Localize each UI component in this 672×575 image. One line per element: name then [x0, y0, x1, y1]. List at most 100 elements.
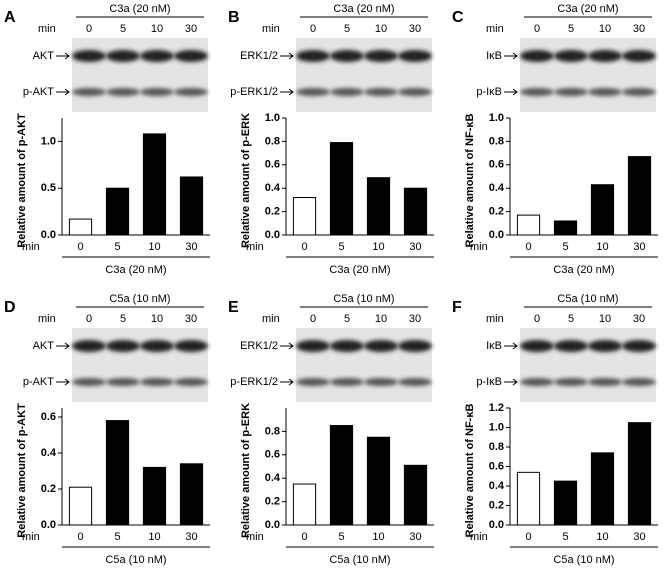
- y-tick-label: 0.0: [41, 229, 56, 241]
- y-tick-label: 0.4: [265, 472, 281, 484]
- blot: [72, 38, 208, 112]
- blot-band: [140, 340, 174, 352]
- x-treatment-label: C5a (10 nM): [329, 554, 390, 566]
- x-tick-label: 30: [409, 531, 421, 543]
- y-tick-label: 0.8: [489, 441, 504, 453]
- bar: [105, 187, 130, 236]
- blot-band: [520, 88, 554, 96]
- band-label: IκB: [486, 340, 502, 352]
- blot-lane-label: 0: [86, 23, 92, 35]
- blot-min-label: min: [262, 313, 280, 325]
- band-arrow: [56, 378, 70, 386]
- blot-band: [520, 378, 554, 386]
- band-label: AKT: [33, 340, 55, 352]
- blot-band: [554, 88, 588, 96]
- bar: [292, 483, 317, 526]
- blot-band: [106, 88, 140, 96]
- blot-band: [554, 378, 588, 386]
- bar: [590, 452, 615, 526]
- y-tick-label: 1.0: [41, 135, 56, 147]
- blot-band: [72, 50, 106, 62]
- blot-band: [520, 340, 554, 352]
- blot-min-label: min: [262, 23, 280, 35]
- blot-band: [330, 50, 364, 62]
- blot-band: [622, 88, 656, 96]
- x-tick-label: 5: [114, 531, 120, 543]
- band-arrow: [280, 52, 294, 60]
- y-axis-label: Relative amount of p-AKT: [16, 113, 28, 248]
- x-tick-label: 5: [338, 531, 344, 543]
- x-tick-label: 30: [633, 241, 645, 253]
- x-tick-label: 0: [301, 241, 307, 253]
- y-tick-label: 0.6: [265, 159, 280, 171]
- blot-band: [330, 378, 364, 386]
- blot-band: [72, 340, 106, 352]
- panel: B C3a (20 nM) min 0 5 10 30 ERK1/2 p-ERK1/2 0.0 0.…: [228, 3, 434, 276]
- blot-lane-label: 30: [409, 23, 421, 35]
- y-axis-label: Relative amount of p-AKT: [16, 403, 28, 538]
- x-tick-label: 0: [77, 241, 83, 253]
- blot-band: [106, 50, 140, 62]
- x-treatment-label: C5a (10 nM): [553, 554, 614, 566]
- blot-lane-label: 10: [375, 313, 387, 325]
- blot-band: [622, 378, 656, 386]
- band-arrow: [56, 52, 70, 60]
- blot-band: [622, 50, 656, 62]
- x-tick-label: 0: [77, 531, 83, 543]
- blot-band: [296, 378, 330, 386]
- blot-band: [174, 378, 208, 386]
- band-arrow: [280, 342, 294, 350]
- y-tick-label: 0.6: [41, 411, 56, 423]
- blot-band: [106, 378, 140, 386]
- x-tick-label: 10: [596, 241, 608, 253]
- blot-lane-label: 30: [409, 313, 421, 325]
- blot-lane-label: 5: [344, 23, 350, 35]
- y-axis-label: Relative amount of p-ERK: [240, 113, 252, 248]
- blot-band: [140, 378, 174, 386]
- blot-lane-label: 10: [151, 313, 163, 325]
- blot-treatment-label: C5a (10 nM): [333, 293, 394, 305]
- band-label: p-IκB: [476, 376, 502, 388]
- panel: F C5a (10 nM) min 0 5 10 30 IκB p-IκB 0.0 0.2 0.4 0.…: [452, 293, 658, 566]
- blot-lane-label: 0: [86, 313, 92, 325]
- x-treatment-label: C5a (10 nM): [105, 554, 166, 566]
- band-label: p-ERK1/2: [230, 376, 278, 388]
- blot-band: [588, 378, 622, 386]
- blot-lane-label: 10: [151, 23, 163, 35]
- x-tick-label: 5: [338, 241, 344, 253]
- blot-band: [364, 88, 398, 96]
- blot-band: [622, 340, 656, 352]
- bar: [366, 436, 391, 526]
- y-axis-label: Relative amount of NF-κB: [464, 114, 476, 248]
- bar: [403, 187, 428, 236]
- y-tick-label: 0.2: [265, 496, 280, 508]
- y-tick-label: 0.4: [265, 182, 281, 194]
- band-arrow: [504, 342, 518, 350]
- blot-lane-label: 10: [599, 23, 611, 35]
- x-min-label: min: [246, 241, 264, 253]
- x-tick-label: 5: [114, 241, 120, 253]
- blot-lane-label: 5: [344, 313, 350, 325]
- bar: [553, 220, 578, 236]
- blot-band: [140, 88, 174, 96]
- blot-band: [364, 378, 398, 386]
- band-label: ERK1/2: [240, 50, 278, 62]
- blot-min-label: min: [486, 23, 504, 35]
- y-tick-label: 0.2: [265, 206, 280, 218]
- panel-letter: E: [228, 299, 239, 316]
- bar: [329, 425, 354, 526]
- band-arrow: [280, 88, 294, 96]
- bar: [142, 466, 167, 526]
- blot-band: [174, 340, 208, 352]
- x-treatment-label: C3a (20 nM): [329, 264, 390, 276]
- bar: [68, 486, 93, 526]
- x-min-label: min: [22, 531, 40, 543]
- y-tick-label: 0.0: [489, 519, 504, 531]
- blot-band: [520, 50, 554, 62]
- bar: [292, 197, 317, 236]
- y-axis-label: Relative amount of NF-κB: [464, 404, 476, 538]
- panel: E C5a (10 nM) min 0 5 10 30 ERK1/2 p-ERK1/2 0.0 0.…: [228, 293, 434, 566]
- y-tick-label: 0.0: [489, 229, 504, 241]
- blot-min-label: min: [486, 313, 504, 325]
